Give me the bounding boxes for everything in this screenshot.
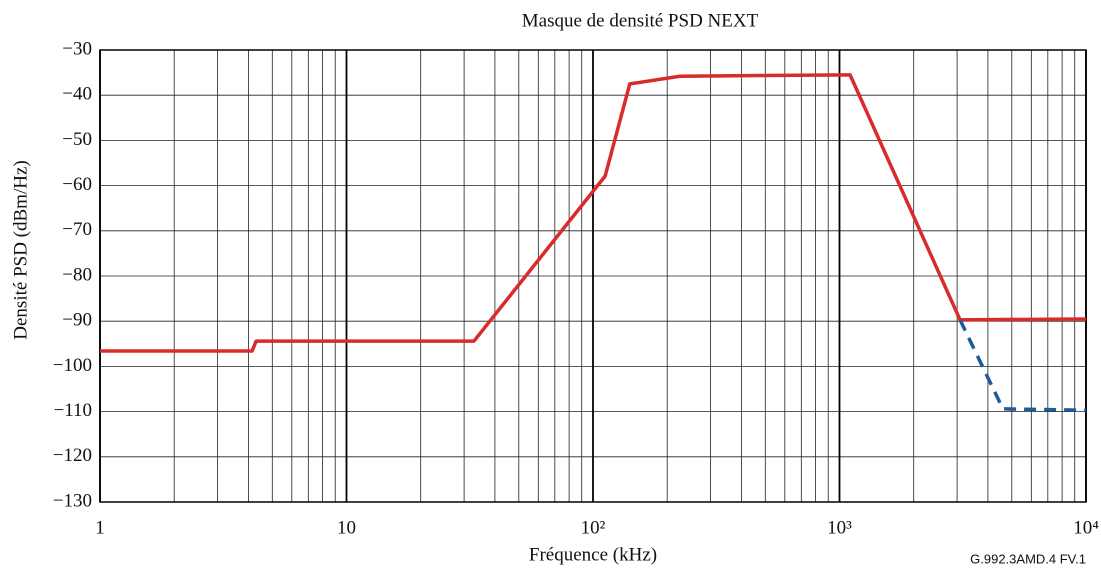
y-tick-label: −70 — [62, 219, 92, 240]
y-tick-label: −120 — [53, 445, 92, 466]
y-tick-label: −60 — [62, 174, 92, 195]
y-tick-label: −80 — [62, 264, 92, 285]
figure-note: G.992.3AMD.4 FV.1 — [970, 551, 1086, 566]
y-tick-label: −110 — [53, 400, 92, 421]
x-axis-label: Fréquence (kHz) — [529, 544, 657, 565]
plot-frame — [99, 49, 1087, 503]
x-tick-label: 10⁴ — [1073, 517, 1099, 538]
y-tick-label: −100 — [53, 355, 92, 376]
y-tick-label: −130 — [53, 490, 92, 511]
y-axis-label: Densité PSD (dBm/Hz) — [10, 160, 31, 339]
y-tick-label: −40 — [62, 84, 92, 105]
data-line — [958, 319, 1087, 412]
y-tick-label: −30 — [62, 38, 92, 59]
y-tick-label: −50 — [62, 129, 92, 150]
x-tick-label: 10² — [581, 517, 606, 538]
chart-title: Masque de densité PSD NEXT — [522, 10, 759, 31]
x-tick-label: 10³ — [827, 517, 852, 538]
x-tick-label: 1 — [95, 517, 105, 538]
y-tick-label: −90 — [62, 310, 92, 331]
data-line — [100, 73, 1087, 353]
x-tick-label: 10 — [337, 517, 356, 538]
